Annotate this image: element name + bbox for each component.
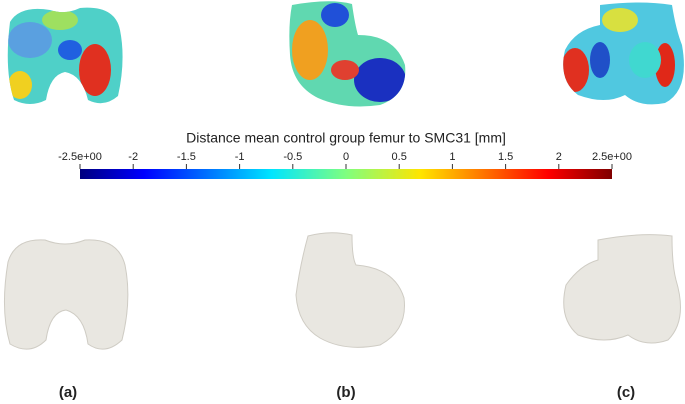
tick-label: 2.5e+00 xyxy=(592,151,632,163)
panel-label: (b) xyxy=(336,384,355,401)
femur-gray-b xyxy=(295,232,405,348)
tick-label: -0.5 xyxy=(283,151,302,163)
tick-label: -1 xyxy=(235,151,245,163)
tick-label: 0.5 xyxy=(392,151,407,163)
femur-gray-a xyxy=(3,239,129,350)
tick-label: 0 xyxy=(343,151,349,163)
tick-label: -2.5e+00 xyxy=(58,151,102,163)
femur-colored-a xyxy=(7,7,123,104)
tick-label: -2 xyxy=(128,151,138,163)
tick-label: -1.5 xyxy=(177,151,196,163)
femur-colored-b xyxy=(289,1,406,107)
panel-label: (c) xyxy=(617,384,635,401)
tick-label: 1.5 xyxy=(498,151,513,163)
panel-label: (a) xyxy=(59,384,77,401)
femur-gray-c xyxy=(563,234,681,344)
tick-label: 1 xyxy=(449,151,455,163)
colorbar-gradient xyxy=(80,169,612,179)
colorbar: Distance mean control group femur to SMC… xyxy=(80,130,612,179)
colorbar-title: Distance mean control group femur to SMC… xyxy=(186,130,506,146)
tick-label: 2 xyxy=(556,151,562,163)
femur-colored-c xyxy=(563,2,684,105)
